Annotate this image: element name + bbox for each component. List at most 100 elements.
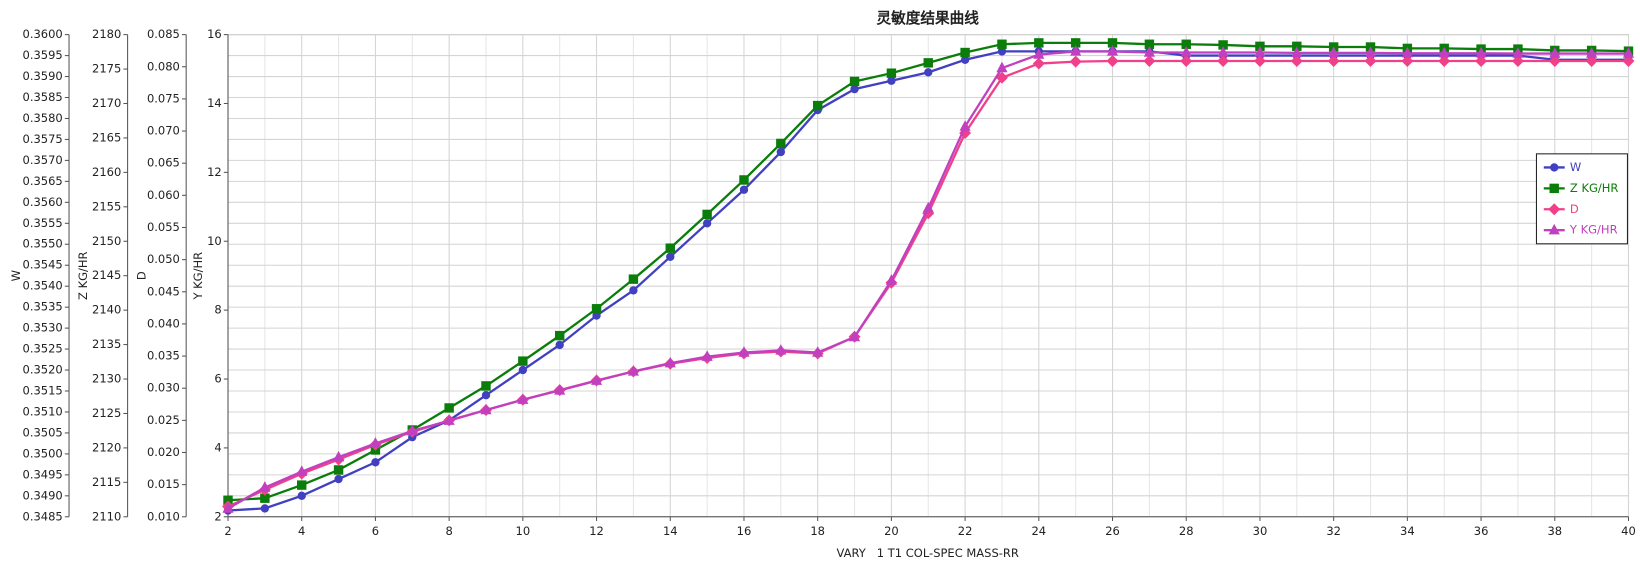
y-tick-label: 0.060 — [147, 188, 180, 202]
point — [1475, 55, 1488, 67]
point — [959, 120, 971, 131]
point — [702, 209, 712, 220]
point — [333, 465, 344, 475]
point — [369, 437, 382, 448]
point — [1438, 46, 1450, 58]
point — [960, 47, 970, 58]
y-tick-label: 0.035 — [147, 349, 180, 363]
point — [922, 201, 934, 213]
y-tick-label: 16 — [207, 27, 222, 41]
y-tick-label: 2135 — [92, 337, 121, 351]
point — [1034, 38, 1044, 48]
point — [1512, 47, 1524, 58]
point — [627, 365, 639, 376]
y-tick-label: 12 — [207, 165, 222, 179]
y-tick-label: 2 — [214, 509, 221, 523]
point — [887, 76, 896, 85]
point — [554, 330, 565, 341]
point — [886, 68, 897, 78]
y-tick-label: 0.3515 — [23, 384, 63, 398]
y-tick-label: 4 — [214, 440, 221, 454]
x-tick-label: 30 — [1253, 524, 1268, 538]
point — [481, 381, 491, 391]
y-tick-label: 0.3570 — [23, 153, 63, 167]
point — [997, 39, 1007, 49]
x-tick-label: 16 — [737, 524, 752, 538]
y-tick-label: 0.025 — [147, 413, 180, 427]
x-tick-label: 34 — [1400, 524, 1415, 538]
point — [850, 84, 859, 94]
x-tick-label: 36 — [1474, 524, 1489, 538]
point — [555, 340, 564, 350]
point — [739, 175, 749, 185]
point — [1069, 55, 1082, 68]
point — [371, 458, 380, 467]
point — [776, 147, 786, 157]
y-tick-label: 0.3565 — [23, 174, 63, 188]
point — [996, 61, 1008, 73]
y-tick-label: 0.055 — [147, 220, 180, 234]
point — [406, 424, 418, 436]
point — [629, 286, 638, 295]
y-tick-label: 0.3575 — [23, 132, 63, 146]
legend-label: D — [1570, 202, 1579, 216]
point — [517, 393, 529, 404]
y-tick-label: 0.080 — [147, 59, 180, 73]
point — [297, 480, 307, 490]
y-axis-label: Z KG/HR — [76, 251, 90, 300]
legend-label: Z KG/HR — [1570, 181, 1619, 195]
y-tick-label: 2145 — [92, 268, 121, 282]
point — [812, 346, 824, 357]
y-axis-label: D — [135, 271, 149, 280]
point — [924, 68, 933, 77]
x-tick-label: 2 — [224, 524, 231, 538]
y-tick-label: 8 — [214, 303, 221, 317]
point — [1622, 55, 1635, 67]
point — [1622, 47, 1635, 58]
point — [590, 374, 603, 385]
point — [1549, 183, 1559, 194]
y-tick-label: 6 — [214, 372, 221, 386]
y-tick-label: 0.3530 — [23, 321, 63, 335]
point — [1364, 55, 1377, 67]
point — [1327, 55, 1340, 67]
y-tick-label: 0.3560 — [23, 195, 63, 209]
point — [1364, 46, 1377, 58]
point — [1475, 46, 1487, 58]
y-tick-label: 0.3490 — [23, 488, 63, 502]
point — [1401, 55, 1414, 67]
point — [1180, 46, 1192, 57]
point — [334, 474, 343, 484]
y-tick-label: 0.3495 — [23, 467, 63, 481]
point — [297, 491, 306, 501]
y-tick-label: 2115 — [92, 475, 121, 489]
point — [1106, 55, 1119, 67]
point — [1253, 55, 1266, 67]
point — [480, 403, 492, 415]
point — [1401, 46, 1413, 58]
x-tick-label: 18 — [810, 524, 825, 538]
y-tick-label: 0.065 — [147, 156, 180, 170]
point — [518, 365, 528, 375]
y-tick-label: 2170 — [92, 96, 121, 110]
x-tick-label: 24 — [1031, 524, 1046, 538]
point — [1106, 45, 1119, 56]
point — [1217, 46, 1229, 57]
y-tick-label: 0.3550 — [23, 237, 63, 251]
chart-title: 灵敏度结果曲线 — [877, 9, 980, 27]
x-tick-label: 40 — [1621, 524, 1636, 538]
y-tick-label: 2155 — [92, 199, 121, 213]
point — [332, 450, 345, 462]
y-tick-label: 0.075 — [147, 91, 180, 105]
y-tick-label: 0.050 — [147, 252, 180, 266]
y-tick-label: 0.3540 — [23, 279, 63, 293]
point — [481, 391, 491, 400]
y-tick-label: 0.3500 — [23, 446, 63, 460]
y-tick-label: 0.3535 — [23, 300, 63, 314]
y-tick-label: 0.3590 — [23, 69, 63, 83]
x-tick-label: 22 — [958, 524, 973, 538]
y-tick-label: 2140 — [92, 303, 121, 317]
point — [296, 465, 308, 476]
y-tick-label: 0.020 — [147, 445, 180, 459]
y-tick-label: 2160 — [92, 165, 121, 179]
